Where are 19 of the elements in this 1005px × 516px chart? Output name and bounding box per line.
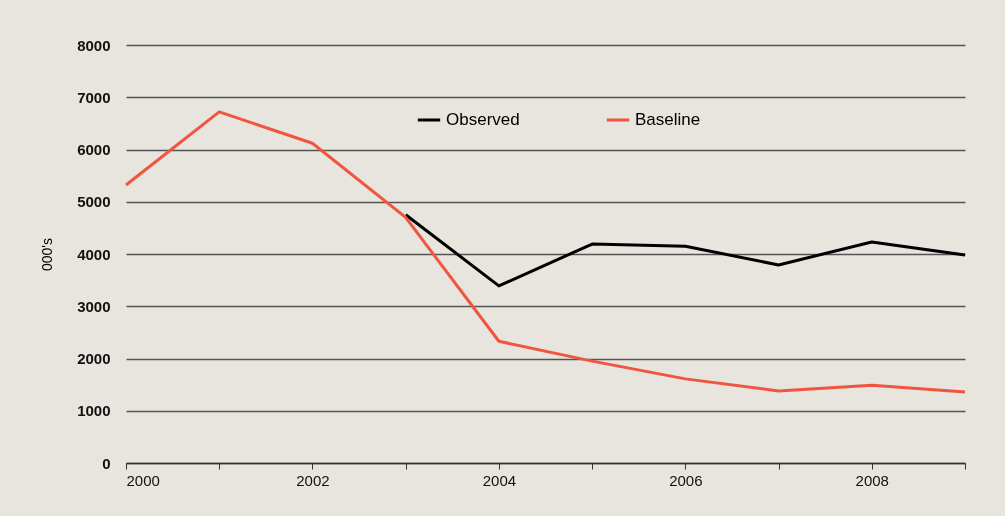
y-tick-label: 1000 (77, 402, 111, 420)
line-series (404, 213, 967, 288)
x-tick-label: 2008 (855, 471, 889, 489)
y-tick-label: 7000 (77, 88, 111, 106)
y-tick-label: 5000 (77, 193, 111, 211)
y-tick-label: 4000 (77, 245, 111, 263)
y-tick-label: 3000 (77, 297, 111, 315)
y-tick-label: 0 (102, 454, 111, 472)
x-tick-label: 2002 (296, 471, 330, 489)
y-axis-title: 000's (39, 237, 56, 272)
line-series (124, 110, 967, 394)
y-tick-label: 6000 (77, 141, 111, 158)
legend-label: Observed (446, 110, 520, 129)
x-tick-label: 2004 (482, 471, 517, 489)
legend-label: Baseline (635, 110, 701, 129)
y-tick-label: 2000 (77, 350, 111, 367)
x-tick-label: 2006 (669, 471, 703, 489)
y-tick-label: 8000 (77, 36, 111, 54)
x-tick-label: 2000 (126, 471, 160, 489)
